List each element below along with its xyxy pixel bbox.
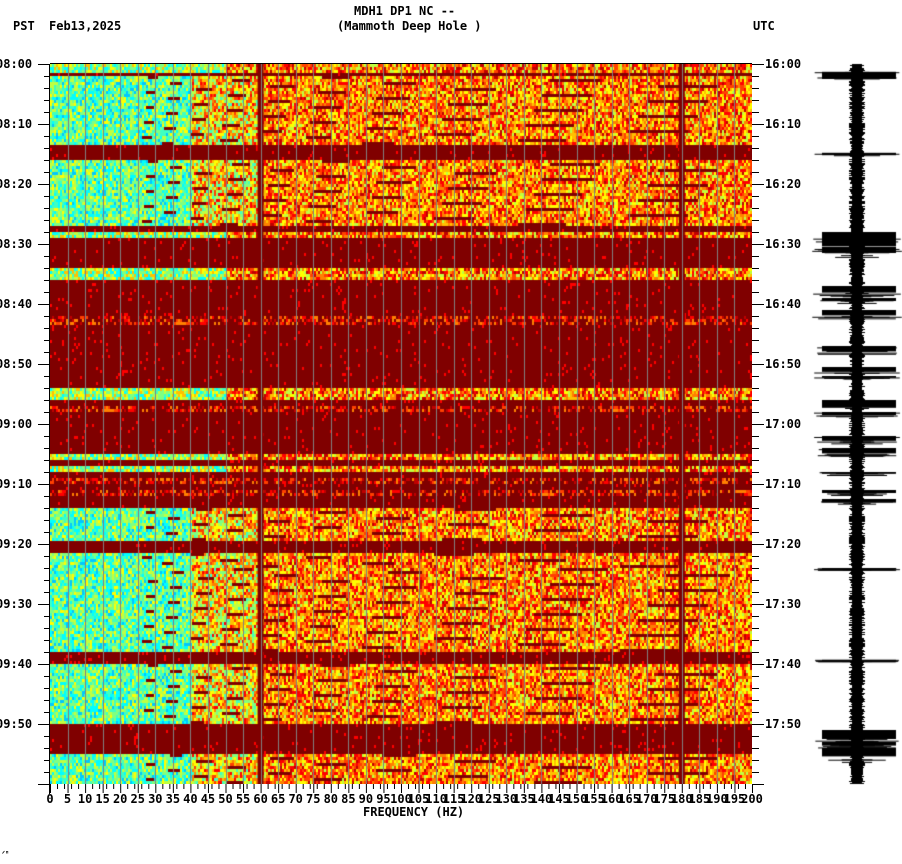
y-tick-left: 09:00 bbox=[0, 417, 33, 431]
x-tick: 15 bbox=[95, 792, 110, 806]
y-tick-left: 08:30 bbox=[0, 237, 33, 251]
x-tick: 20 bbox=[112, 792, 128, 806]
y-tick-right: 16:30 bbox=[765, 237, 802, 251]
date-label: Feb13,2025 bbox=[49, 19, 122, 33]
x-tick: 120 bbox=[460, 792, 483, 806]
x-tick: 60 bbox=[253, 792, 268, 806]
y-tick-left: 09:20 bbox=[0, 537, 33, 551]
x-tick: 160 bbox=[600, 792, 623, 806]
x-tick: 165 bbox=[618, 792, 640, 806]
x-tick: 150 bbox=[565, 792, 588, 806]
y-tick-left: 09:40 bbox=[0, 657, 33, 671]
x-tick: 95 bbox=[376, 792, 391, 806]
x-tick: 30 bbox=[148, 792, 163, 806]
y-tick-left: 09:10 bbox=[0, 477, 33, 491]
seismogram-trace bbox=[810, 60, 902, 790]
x-tick: 195 bbox=[723, 792, 746, 806]
x-tick: 45 bbox=[200, 792, 216, 806]
y-tick-right: 16:50 bbox=[765, 357, 802, 371]
x-tick: 190 bbox=[706, 792, 728, 806]
x-tick: 100 bbox=[390, 792, 412, 806]
right-timezone-label: UTC bbox=[753, 19, 775, 33]
footer-mark: ᐟᴴ bbox=[2, 850, 10, 858]
x-tick: 0 bbox=[46, 792, 54, 806]
y-tick-left: 08:40 bbox=[0, 297, 33, 311]
y-tick-left: 08:20 bbox=[0, 177, 33, 191]
y-tick-left: 09:50 bbox=[0, 717, 33, 731]
x-tick: 80 bbox=[323, 792, 339, 806]
spectrogram-plot bbox=[50, 64, 752, 784]
x-tick: 175 bbox=[653, 792, 676, 806]
x-tick: 135 bbox=[513, 792, 535, 806]
station-title: MDH1 DP1 NC -- bbox=[354, 4, 456, 18]
y-tick-right: 16:20 bbox=[765, 177, 802, 191]
site-title: (Mammoth Deep Hole ) bbox=[337, 19, 482, 33]
x-tick: 200 bbox=[741, 792, 763, 806]
x-tick: 25 bbox=[130, 792, 145, 806]
x-tick: 180 bbox=[670, 792, 693, 806]
x-tick: 185 bbox=[688, 792, 711, 806]
y-tick-right: 16:10 bbox=[765, 117, 802, 131]
y-tick-right: 16:40 bbox=[765, 297, 802, 311]
y-tick-right: 17:20 bbox=[765, 537, 802, 551]
y-tick-right: 17:00 bbox=[765, 417, 802, 431]
x-tick: 115 bbox=[442, 792, 465, 806]
x-tick: 35 bbox=[165, 792, 181, 806]
x-tick: 145 bbox=[548, 792, 570, 806]
x-tick: 75 bbox=[306, 792, 321, 806]
y-tick-right: 17:30 bbox=[765, 597, 802, 611]
y-tick-right: 17:40 bbox=[765, 657, 802, 671]
y-tick-left: 08:50 bbox=[0, 357, 33, 371]
y-tick-right: 17:10 bbox=[765, 477, 802, 491]
y-tick-right: 17:50 bbox=[765, 717, 802, 731]
x-tick: 10 bbox=[77, 792, 93, 806]
y-tick-right: 16:00 bbox=[765, 57, 802, 71]
x-tick: 70 bbox=[288, 792, 303, 806]
x-tick: 105 bbox=[407, 792, 430, 806]
y-tick-left: 08:00 bbox=[0, 57, 33, 71]
x-tick: 90 bbox=[358, 792, 374, 806]
x-tick: 110 bbox=[425, 792, 447, 806]
left-timezone-label: PST bbox=[13, 19, 35, 33]
x-tick: 140 bbox=[530, 792, 553, 806]
x-tick: 130 bbox=[495, 792, 518, 806]
x-tick: 125 bbox=[477, 792, 500, 806]
x-tick: 5 bbox=[63, 792, 72, 806]
x-tick: 50 bbox=[218, 792, 233, 806]
x-tick: 170 bbox=[635, 792, 658, 806]
y-tick-left: 08:10 bbox=[0, 117, 33, 131]
x-tick: 40 bbox=[183, 792, 198, 806]
x-tick: 155 bbox=[583, 792, 605, 806]
x-tick: 55 bbox=[235, 792, 251, 806]
x-axis-title: FREQUENCY (HZ) bbox=[363, 805, 465, 819]
x-tick: 85 bbox=[341, 792, 356, 806]
x-tick: 65 bbox=[270, 792, 286, 806]
y-tick-left: 09:30 bbox=[0, 597, 33, 611]
